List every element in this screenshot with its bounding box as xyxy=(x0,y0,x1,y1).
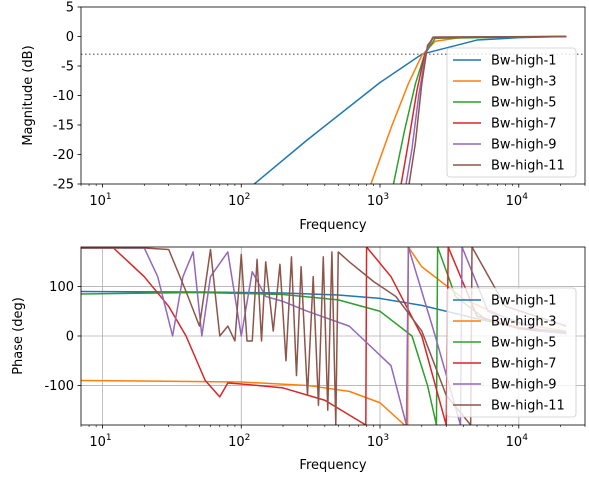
y-tick-label: -25 xyxy=(53,178,74,193)
x-tick-label: 104 xyxy=(506,192,529,209)
series-line-bw-high-7 xyxy=(81,247,567,425)
x-tick-base: 10 xyxy=(367,435,384,450)
x-tick-exponent: 1 xyxy=(106,192,112,202)
x-tick-exponent: 3 xyxy=(383,192,389,202)
legend-label: Bw-high-7 xyxy=(491,117,557,132)
legend-label: Bw-high-3 xyxy=(491,75,557,90)
x-tick-label: 101 xyxy=(89,433,111,450)
x-tick-base: 10 xyxy=(506,435,523,450)
legend-label: Bw-high-7 xyxy=(491,357,557,372)
magnitude-series-group xyxy=(253,35,567,184)
legend-label: Bw-high-9 xyxy=(491,138,557,153)
x-tick-exponent: 3 xyxy=(383,433,389,443)
magnitude-y-axis-label: Magnitude (dB) xyxy=(21,45,36,145)
series-line-bw-high-11 xyxy=(408,35,567,184)
x-tick-exponent: 2 xyxy=(245,433,251,443)
y-tick-label: -10 xyxy=(53,89,74,104)
legend-label: Bw-high-9 xyxy=(491,378,557,393)
legend-label: Bw-high-3 xyxy=(491,315,557,330)
phase-y-axis-label: Phase (deg) xyxy=(11,297,26,375)
y-tick-label: 0 xyxy=(66,30,74,45)
legend-label: Bw-high-11 xyxy=(491,159,565,174)
x-tick-label: 102 xyxy=(228,433,250,450)
legend-label: Bw-high-1 xyxy=(491,54,557,69)
x-tick-base: 10 xyxy=(367,194,384,209)
x-tick-label: 102 xyxy=(228,192,250,209)
x-tick-label: 104 xyxy=(506,433,529,450)
legend-label: Bw-high-5 xyxy=(491,96,557,111)
legend-label: Bw-high-5 xyxy=(491,336,557,351)
y-tick-label: -15 xyxy=(53,119,74,134)
x-tick-base: 10 xyxy=(89,435,106,450)
x-tick-base: 10 xyxy=(228,435,245,450)
phase-x-axis-label: Frequency xyxy=(299,458,366,473)
x-tick-base: 10 xyxy=(89,194,106,209)
x-tick-label: 101 xyxy=(89,192,111,209)
x-tick-exponent: 2 xyxy=(245,192,251,202)
magnitude-legend: Bw-high-1 Bw-high-3 Bw-high-5 Bw-high-7 Bw-h… xyxy=(446,47,577,178)
x-tick-base: 10 xyxy=(228,194,245,209)
x-tick-label: 103 xyxy=(367,192,389,209)
series-line-bw-high-11 xyxy=(81,247,567,425)
x-tick-exponent: 1 xyxy=(106,433,112,443)
legend-label: Bw-high-1 xyxy=(491,294,557,309)
legend-label: Bw-high-11 xyxy=(491,399,565,414)
x-tick-base: 10 xyxy=(506,194,523,209)
x-tick-exponent: 4 xyxy=(522,433,528,443)
phase-legend: Bw-high-1 Bw-high-3 Bw-high-5 Bw-high-7 Bw-h… xyxy=(446,287,577,418)
y-tick-label: -20 xyxy=(53,148,74,163)
y-tick-label: 100 xyxy=(49,280,74,295)
magnitude-x-axis-label: Frequency xyxy=(299,218,366,233)
y-tick-label: -100 xyxy=(44,379,74,394)
x-tick-exponent: 4 xyxy=(522,192,528,202)
y-tick-label: -5 xyxy=(61,60,74,75)
y-tick-label: 0 xyxy=(66,330,74,345)
y-tick-label: 5 xyxy=(66,1,74,16)
x-tick-label: 103 xyxy=(367,433,389,450)
